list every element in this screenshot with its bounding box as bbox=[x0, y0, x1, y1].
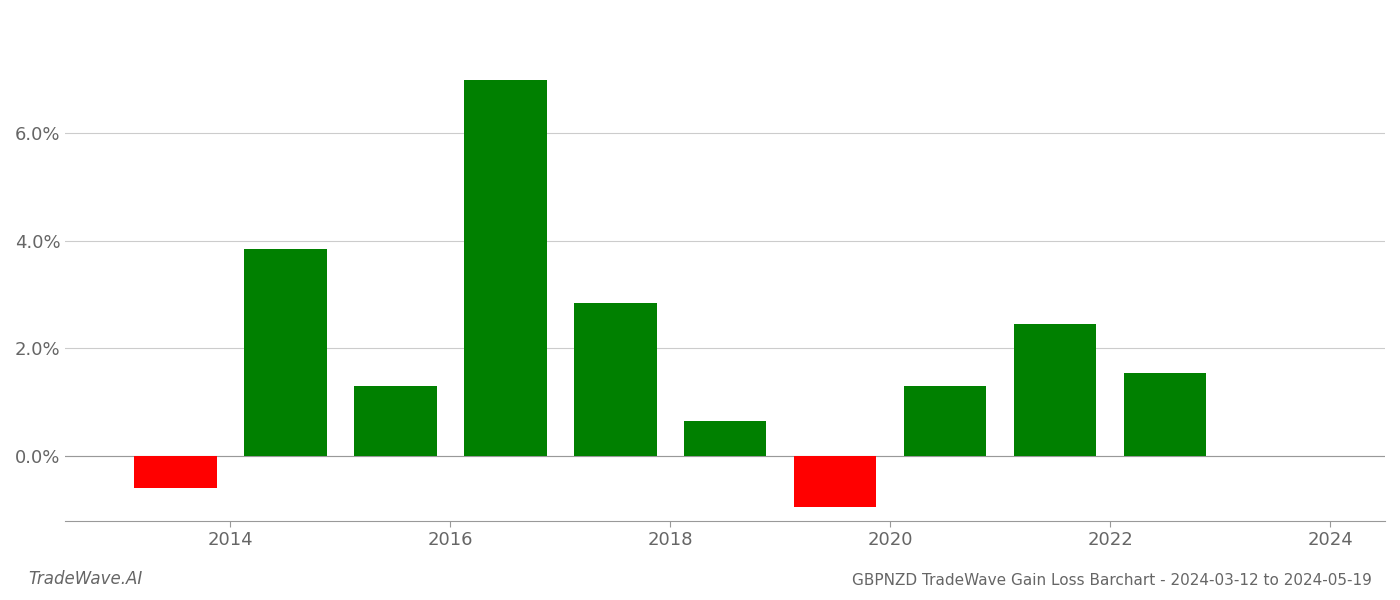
Bar bbox=[134, 456, 217, 488]
Bar bbox=[354, 386, 437, 456]
Bar bbox=[574, 303, 657, 456]
Bar bbox=[1014, 324, 1096, 456]
Text: GBPNZD TradeWave Gain Loss Barchart - 2024-03-12 to 2024-05-19: GBPNZD TradeWave Gain Loss Barchart - 20… bbox=[853, 573, 1372, 588]
Text: TradeWave.AI: TradeWave.AI bbox=[28, 570, 143, 588]
Bar bbox=[463, 80, 546, 456]
Bar bbox=[904, 386, 987, 456]
Bar bbox=[685, 421, 766, 456]
Bar bbox=[244, 249, 326, 456]
Bar bbox=[1124, 373, 1207, 456]
Bar bbox=[794, 456, 876, 507]
